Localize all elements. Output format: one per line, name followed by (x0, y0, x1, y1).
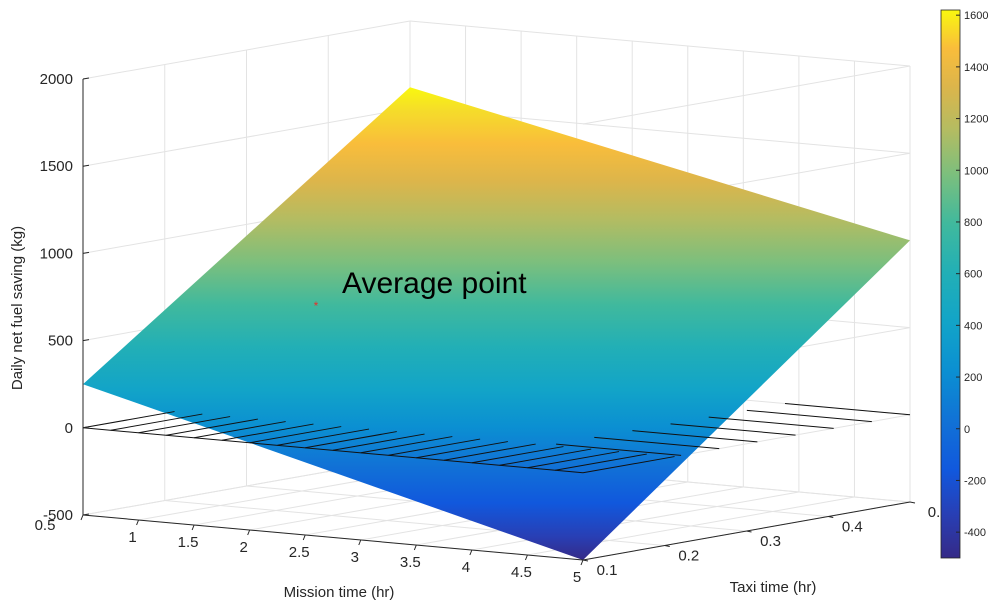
x-tick-label: 1 (128, 529, 136, 546)
y-tick-label: 0.3 (760, 533, 781, 550)
average-point-label: Average point (342, 267, 527, 300)
fuel-saving-surface (83, 87, 910, 561)
left-wall-gridline (82, 107, 411, 167)
y-tick-label: 0.4 (842, 519, 863, 536)
zero-plane-line (784, 403, 911, 416)
x-tick-label: 4 (462, 559, 470, 576)
zero-plane-line (249, 426, 342, 444)
left-wall-gridline (82, 20, 411, 80)
x-tick-mark (413, 544, 417, 551)
x-tick-label: 2.5 (289, 544, 310, 561)
y-axis-label: Taxi time (hr) (730, 579, 817, 596)
x-tick-label: 3 (351, 549, 359, 566)
colorbar-tick-label: -400 (964, 527, 986, 539)
zero-plane-line (670, 423, 796, 436)
zero-plane-line (166, 418, 258, 436)
x-tick-mark (358, 539, 362, 546)
zero-plane-line (632, 430, 758, 443)
zero-plane-line (499, 448, 592, 466)
x-tick-mark (247, 529, 251, 536)
y-tick-label: 0.1 (597, 562, 618, 579)
x-tick-mark (136, 519, 140, 526)
x-axis-line (82, 514, 584, 561)
zero-plane-line (194, 421, 286, 439)
x-tick-mark (469, 549, 473, 556)
y-tick-mark (909, 501, 916, 504)
y-tick-mark (746, 530, 752, 533)
z-tick-label: 1500 (40, 158, 73, 175)
colorbar-ticks: -400 -200 0 200 400 600 800 1000 1200 1400 1600 (956, 10, 988, 539)
y-tick-mark (828, 516, 834, 518)
back-wall-gridline (409, 20, 911, 67)
y-tick-label: 0. (928, 504, 941, 521)
x-axis-label: Mission time (hr) (284, 584, 395, 601)
zero-plane-line (277, 428, 370, 446)
y-tick-label: 0.2 (678, 548, 699, 565)
zero-plane-line (444, 443, 536, 461)
zero-plane-line (555, 453, 647, 471)
zero-plane-line (708, 416, 834, 429)
z-tick-label: 2000 (40, 71, 73, 88)
z-tick-label: -500 (43, 507, 73, 524)
zero-plane-line (332, 433, 425, 451)
colorbar-tick-label: 200 (964, 372, 982, 384)
x-tick-label: 4.5 (511, 564, 532, 581)
zero-plane-line (556, 443, 682, 456)
zero-plane-line (138, 416, 231, 434)
zero-plane-line (527, 451, 620, 469)
colorbar-tick-label: -200 (964, 475, 986, 487)
colorbar-tick-label: 600 (964, 269, 982, 281)
z-tick-mark (82, 513, 90, 516)
y-tick-mark (664, 545, 670, 547)
average-point-marker: * (314, 299, 319, 313)
z-tick-mark (82, 164, 90, 167)
tick-labels: 0.5 1 1.5 2 2.5 3 3.5 4 4.5 5 0.1 0.2 0.3 0.4 0. -500 0 5… (35, 71, 941, 586)
zero-plane-line (110, 413, 203, 431)
z-tick-label: 500 (48, 333, 73, 350)
zero-plane-line (360, 436, 453, 454)
colorbar (940, 9, 961, 559)
x-tick-label: 1.5 (178, 534, 199, 551)
zero-plane-line (305, 431, 397, 449)
x-tick-mark (524, 554, 528, 561)
colorbar-tick-label: 800 (964, 217, 982, 229)
x-tick-label: 3.5 (400, 554, 421, 571)
x-tick-mark (580, 559, 584, 566)
y-tick-mark (582, 559, 589, 562)
colorbar-tick-label: 1200 (964, 114, 988, 126)
zero-plane-line (471, 446, 564, 464)
right-wall-gridline (582, 65, 911, 125)
colorbar-tick-label: 1400 (964, 62, 988, 74)
zero-plane-line (746, 409, 872, 423)
zero-plane-line (582, 456, 675, 474)
zero-plane-line (82, 411, 175, 429)
colorbar-tick-label: 1000 (964, 165, 988, 177)
zero-plane-line (388, 438, 481, 456)
z-tick-label: 1000 (40, 245, 73, 262)
x-tick-mark (80, 514, 84, 521)
colorbar-tick-label: 0 (964, 424, 970, 436)
zero-plane-line (416, 441, 508, 459)
x-tick-mark (191, 524, 195, 531)
x-tick-mark (302, 534, 306, 541)
colorbar-tick-label: 400 (964, 320, 982, 332)
x-tick-label: 2 (239, 539, 247, 556)
z-tick-label: 0 (65, 420, 73, 437)
zero-plane-line (221, 423, 314, 441)
x-tick-label: 5 (573, 569, 581, 586)
z-axis-label: Daily net fuel saving (kg) (9, 226, 26, 390)
zero-plane-mesh (82, 403, 911, 474)
zero-plane-line (594, 436, 720, 450)
z-tick-mark (82, 77, 90, 80)
z-tick-mark (82, 426, 90, 429)
z-tick-mark (82, 339, 90, 342)
colorbar-tick-label: 1600 (964, 10, 988, 22)
x-tick-label: 0.5 (35, 517, 56, 534)
z-tick-mark (82, 251, 90, 254)
